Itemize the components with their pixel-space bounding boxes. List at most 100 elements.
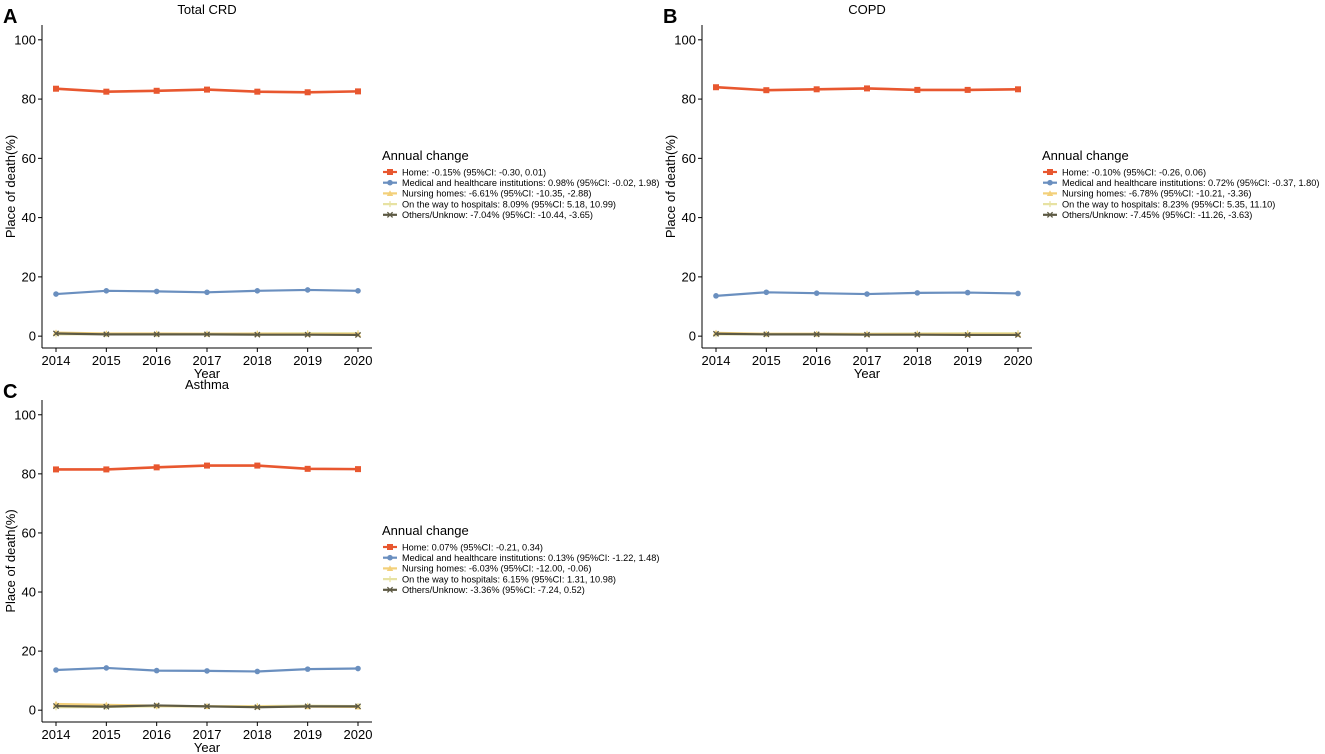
x-tick-label: 2020 bbox=[344, 353, 373, 368]
x-tick-label: 2020 bbox=[344, 727, 373, 742]
series-medical bbox=[53, 287, 361, 297]
legend-entry-others: Others/Unknow: -7.45% (95%CI: -11.26, -3… bbox=[1062, 210, 1252, 220]
data-point-medical bbox=[204, 289, 210, 296]
y-tick-label: 0 bbox=[29, 329, 36, 344]
data-point-others bbox=[203, 331, 211, 338]
legend-key-marker bbox=[387, 169, 393, 175]
data-point-medical bbox=[713, 293, 719, 299]
data-point-home bbox=[254, 88, 261, 95]
series-home bbox=[713, 84, 1021, 94]
y-tick-label: 0 bbox=[689, 329, 696, 344]
x-tick-label: 2016 bbox=[142, 353, 171, 368]
panel-label: B bbox=[663, 6, 677, 28]
data-point-home bbox=[1015, 86, 1021, 93]
data-point-medical bbox=[254, 288, 261, 294]
y-tick-label: 0 bbox=[29, 703, 36, 718]
data-point-medical bbox=[153, 667, 160, 674]
x-tick-label: 2015 bbox=[752, 353, 781, 368]
data-point-others bbox=[52, 330, 60, 337]
data-point-others bbox=[914, 331, 921, 338]
data-point-others bbox=[203, 703, 211, 710]
x-tick-label: 2020 bbox=[1004, 353, 1033, 368]
y-axis-label: Place of death(%) bbox=[3, 509, 18, 612]
chart-title: COPD bbox=[848, 2, 886, 17]
data-point-home bbox=[355, 466, 361, 473]
series-others bbox=[52, 330, 362, 339]
data-point-home bbox=[355, 88, 361, 95]
x-tick-label: 2017 bbox=[193, 727, 222, 742]
data-point-others bbox=[1014, 331, 1022, 339]
data-point-home bbox=[103, 466, 110, 473]
x-tick-label: 2019 bbox=[953, 353, 982, 368]
chart-title: Total CRD bbox=[177, 2, 236, 17]
data-point-others bbox=[354, 331, 362, 339]
x-tick-label: 2019 bbox=[293, 727, 322, 742]
data-point-medical bbox=[53, 291, 59, 297]
legend-entry-others: Others/Unknow: -7.04% (95%CI: -10.44, -3… bbox=[402, 210, 593, 220]
y-tick-label: 60 bbox=[682, 151, 696, 166]
data-point-home bbox=[304, 465, 311, 472]
x-axis-label: Year bbox=[854, 366, 881, 381]
legend-key-marker bbox=[387, 179, 393, 186]
data-point-others bbox=[863, 331, 871, 338]
data-point-home bbox=[813, 86, 820, 93]
data-point-medical bbox=[304, 666, 311, 672]
legend: Annual change Home: -0.10% (95%CI: -0.26,… bbox=[1042, 148, 1319, 220]
data-point-home bbox=[53, 85, 59, 92]
y-tick-label: 40 bbox=[22, 585, 36, 600]
panel-b: B COPD 0 20 40 60 80 100 2014 2015 2016 2017 2018 201… bbox=[663, 2, 1319, 381]
series-others bbox=[52, 702, 362, 711]
legend-title: Annual change bbox=[382, 523, 469, 538]
data-point-others bbox=[254, 704, 261, 711]
y-tick-label: 100 bbox=[14, 32, 36, 47]
data-point-home bbox=[964, 86, 971, 93]
chart-title: Asthma bbox=[185, 377, 230, 392]
y-tick-label: 40 bbox=[682, 210, 696, 225]
data-point-others bbox=[153, 331, 160, 338]
data-point-home bbox=[763, 87, 770, 94]
x-tick-label: 2015 bbox=[92, 727, 121, 742]
legend: Annual change Home: 0.07% (95%CI: -0.21, … bbox=[382, 523, 659, 595]
legend-entry-home: Home: -0.10% (95%CI: -0.26, 0.06) bbox=[1062, 167, 1206, 177]
legend: Annual change Home: -0.15% (95%CI: -0.30,… bbox=[382, 148, 659, 220]
legend-entry-nursing: Nursing homes: -6.61% (95%CI: -10.35, -2… bbox=[402, 189, 591, 199]
data-point-medical bbox=[304, 287, 311, 293]
panel-c: C Asthma 0 20 40 60 80 100 2014 2015 2016 2017 2018 2… bbox=[3, 377, 659, 754]
data-point-others bbox=[304, 331, 311, 338]
y-tick-label: 20 bbox=[22, 269, 36, 284]
x-tick-label: 2014 bbox=[42, 353, 71, 368]
x-tick-label: 2016 bbox=[802, 353, 831, 368]
legend-title: Annual change bbox=[382, 148, 469, 163]
y-tick-label: 80 bbox=[22, 466, 36, 481]
legend-key-marker bbox=[387, 201, 393, 208]
y-tick-label: 40 bbox=[22, 210, 36, 225]
data-point-medical bbox=[1015, 290, 1021, 297]
y-axis-label: Place of death(%) bbox=[663, 135, 678, 238]
legend-entry-way: On the way to hospitals: 6.15% (95%CI: 1… bbox=[402, 574, 616, 584]
data-point-medical bbox=[813, 290, 820, 296]
x-tick-label: 2016 bbox=[142, 727, 171, 742]
panel-label: C bbox=[3, 381, 17, 403]
y-tick-label: 60 bbox=[22, 151, 36, 166]
legend-key-marker bbox=[386, 565, 394, 571]
data-point-medical bbox=[103, 665, 110, 671]
legend-key-marker bbox=[1046, 190, 1054, 196]
data-point-others bbox=[712, 330, 720, 337]
legend-entry-way: On the way to hospitals: 8.09% (95%CI: 5… bbox=[402, 199, 616, 209]
series-others bbox=[712, 330, 1022, 339]
legend-entry-nursing: Nursing homes: -6.03% (95%CI: -12.00, -0… bbox=[402, 564, 591, 574]
data-point-others bbox=[763, 331, 770, 338]
data-point-medical bbox=[103, 288, 110, 294]
data-point-home bbox=[153, 87, 160, 94]
series-medical bbox=[53, 665, 361, 675]
legend-key-marker bbox=[386, 211, 394, 218]
legend-key-marker bbox=[386, 190, 394, 196]
legend-key-marker bbox=[386, 586, 394, 593]
data-point-medical bbox=[153, 288, 160, 295]
data-point-others bbox=[964, 331, 971, 339]
legend-entry-medical: Medical and healthcare institutions: 0.7… bbox=[1062, 178, 1319, 188]
legend-entry-others: Others/Unknow: -3.36% (95%CI: -7.24, 0.5… bbox=[402, 585, 585, 595]
legend-entry-home: Home: 0.07% (95%CI: -0.21, 0.34) bbox=[402, 542, 543, 552]
x-tick-label: 2015 bbox=[92, 353, 121, 368]
